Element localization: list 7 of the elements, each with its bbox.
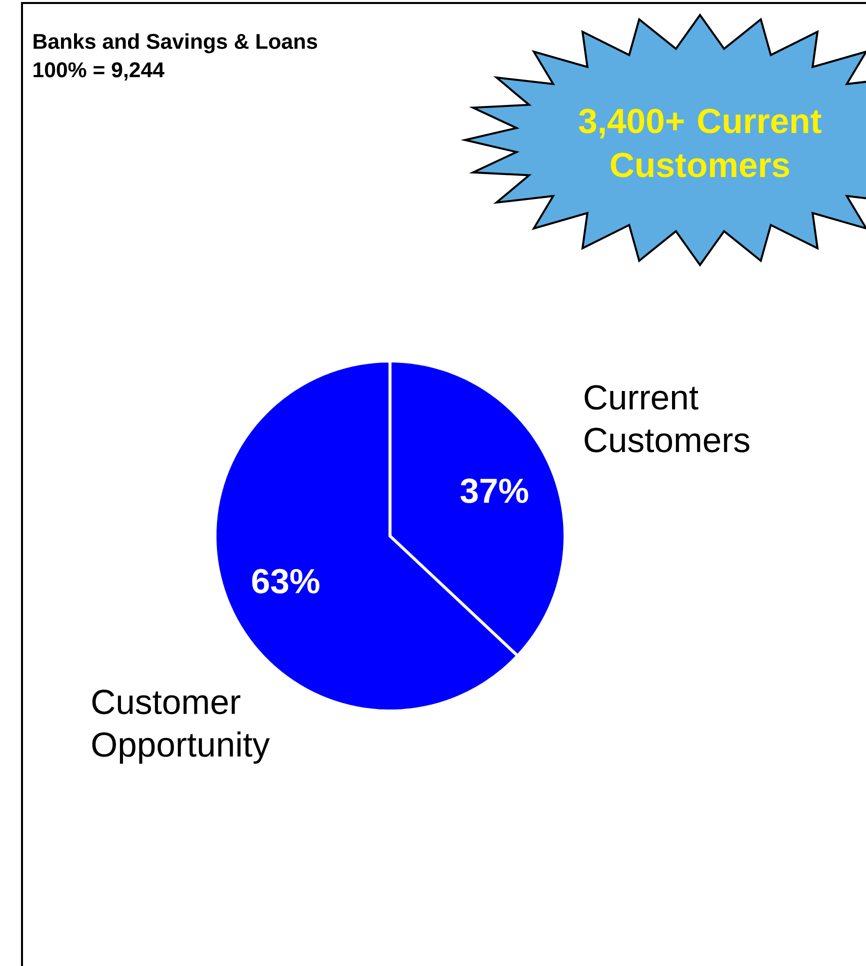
slice-label: Customer Opportunity: [92, 690, 270, 764]
data-label: 37%: [460, 478, 528, 504]
chart-subtitle: 100% = 9,244: [34, 62, 164, 80]
data-label: 63%: [252, 568, 320, 594]
chart-title: Banks and Savings & Loans: [34, 33, 318, 54]
text: 3,400+ Current Customers: [578, 108, 822, 178]
slice-label: Current Customers: [584, 385, 750, 452]
